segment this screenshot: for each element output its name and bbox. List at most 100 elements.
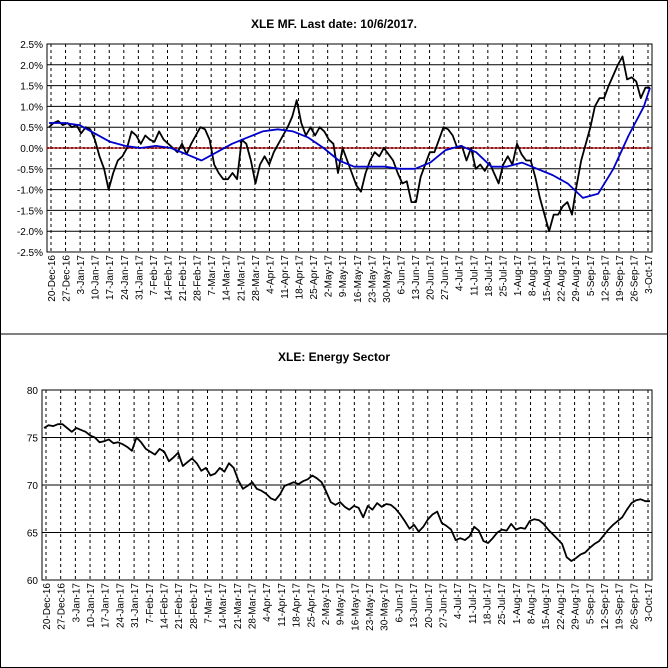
x-tick-label: 21-Mar-17 [236, 255, 247, 302]
x-tick-label: 22-Aug-17 [557, 255, 568, 302]
energy-chart: XLE: Energy Sector 80 75 70 65 60 20-Dec-16 2… [27, 350, 655, 631]
x-tick-label: 21-Feb-17 [174, 583, 185, 630]
x-tick-label: 25-Jul-17 [497, 583, 508, 625]
x-tick-label: 26-Sep-17 [629, 255, 640, 302]
x-tick-label: 28-Mar-17 [248, 583, 259, 630]
x-tick-label: 1-Aug-17 [513, 255, 524, 297]
x-tick-label: 18-Apr-17 [295, 255, 306, 300]
x-tick-label: 15-Aug-17 [541, 583, 552, 630]
x-tick-label: 8-Aug-17 [527, 583, 538, 625]
x-tick-label: 6-Jun-17 [396, 255, 407, 295]
x-tick-label: 25-Apr-17 [306, 583, 317, 628]
x-tick-label: 17-Jan-17 [101, 583, 112, 628]
x-tick-label: 2-May-17 [324, 255, 335, 298]
x-tick-label: 19-Sep-17 [615, 583, 626, 630]
x-tick-label: 15-Aug-17 [542, 255, 553, 302]
x-tick-label: 14-Feb-17 [163, 255, 174, 302]
x-tick-label: 12-Sep-17 [600, 255, 611, 302]
x-tick-label: 18-Jul-17 [484, 255, 495, 297]
x-tick-label: 11-Jul-17 [468, 583, 479, 624]
x-tick-label: 20-Dec-16 [42, 583, 53, 630]
x-tick-label: 27-Jun-17 [440, 255, 451, 300]
x-tick-label: 28-Feb-17 [193, 255, 204, 302]
x-tick-label: 31-Jan-17 [134, 255, 145, 300]
x-tick-label: 4-Jul-17 [453, 583, 464, 620]
mf-chart: XLE MF. Last date: 10/6/2017. 2.5% 2.0% 1.… [17, 17, 655, 303]
x-tick-label: 5-Sep-17 [586, 255, 597, 297]
x-tick-label: 28-Mar-17 [251, 255, 262, 302]
x-tick-label: 27-Dec-16 [57, 583, 68, 630]
x-tick-label: 29-Aug-17 [571, 583, 582, 630]
x-tick-label: 9-May-17 [336, 583, 347, 626]
energy-chart-title: XLE: Energy Sector [278, 350, 390, 364]
x-tick-label: 23-May-17 [365, 583, 376, 631]
x-tick-label: 9-May-17 [338, 255, 349, 298]
x-tick-label: 3-Jan-17 [76, 255, 87, 295]
x-tick-label: 20-Jun-17 [426, 255, 437, 300]
y-tick-label: -0.5% [17, 165, 43, 176]
x-tick-label: 7-Mar-17 [204, 583, 215, 624]
x-tick-label: 5-Sep-17 [585, 583, 596, 625]
x-tick-label: 16-May-17 [353, 255, 364, 303]
x-tick-label: 21-Feb-17 [178, 255, 189, 302]
x-tick-label: 17-Jan-17 [105, 255, 116, 300]
x-tick-label: 25-Jul-17 [498, 255, 509, 297]
y-tick-label: 60 [27, 576, 39, 587]
x-tick-label: 10-Jan-17 [86, 583, 97, 628]
y-tick-label: 0.0% [20, 144, 43, 155]
x-tick-label: 20-Dec-16 [47, 255, 58, 302]
x-tick-label: 4-Apr-17 [265, 255, 276, 294]
y-tick-label: 75 [27, 434, 39, 445]
y-tick-label: -1.0% [17, 186, 43, 197]
x-tick-label: 27-Dec-16 [62, 255, 73, 302]
x-tick-label: 3-Oct-17 [644, 583, 655, 622]
x-tick-label: 20-Jun-17 [424, 583, 435, 628]
x-tick-label: 24-Jan-17 [115, 583, 126, 628]
x-tick-label: 3-Oct-17 [644, 255, 655, 294]
x-tick-label: 2-May-17 [321, 583, 332, 626]
x-tick-label: 3-Jan-17 [71, 583, 82, 623]
x-tick-label: 18-Jul-17 [482, 583, 493, 625]
y-tick-label: 0.5% [20, 123, 43, 134]
y-tick-label: 1.5% [20, 82, 43, 93]
x-tick-label: 11-Apr-17 [280, 255, 291, 299]
x-tick-label: 4-Jul-17 [455, 255, 466, 292]
x-tick-label: 7-Mar-17 [207, 255, 218, 296]
x-tick-label: 12-Sep-17 [600, 583, 611, 630]
mf-chart-title: XLE MF. Last date: 10/6/2017. [251, 17, 417, 31]
x-tick-label: 1-Aug-17 [512, 583, 523, 625]
x-tick-label: 13-Jun-17 [409, 583, 420, 628]
x-tick-label: 13-Jun-17 [411, 255, 422, 300]
y-tick-label: -2.0% [17, 227, 43, 238]
x-tick-label: 8-Aug-17 [528, 255, 539, 297]
x-tick-label: 27-Jun-17 [438, 583, 449, 628]
x-tick-label: 7-Feb-17 [149, 255, 160, 296]
x-tick-label: 25-Apr-17 [309, 255, 320, 300]
x-tick-label: 30-May-17 [380, 583, 391, 631]
x-tick-label: 28-Feb-17 [189, 583, 200, 630]
x-tick-label: 11-Apr-17 [277, 583, 288, 627]
x-tick-label: 14-Mar-17 [218, 583, 229, 630]
x-tick-label: 4-Apr-17 [262, 583, 273, 622]
x-tick-label: 31-Jan-17 [130, 583, 141, 628]
y-tick-label: -2.5% [17, 248, 43, 259]
y-tick-label: 2.0% [20, 61, 43, 72]
x-tick-label: 19-Sep-17 [615, 255, 626, 302]
x-tick-label: 26-Sep-17 [629, 583, 640, 630]
series-line-1 [48, 55, 650, 233]
x-tick-label: 14-Feb-17 [159, 583, 170, 630]
y-tick-label: 2.5% [20, 40, 43, 51]
x-tick-label: 16-May-17 [350, 583, 361, 631]
y-tick-label: 70 [27, 481, 39, 492]
x-tick-label: 7-Feb-17 [145, 583, 156, 624]
x-tick-label: 22-Aug-17 [556, 583, 567, 630]
x-tick-label: 14-Mar-17 [222, 255, 233, 302]
x-tick-label: 23-May-17 [367, 255, 378, 303]
x-tick-label: 11-Jul-17 [469, 255, 480, 296]
x-tick-label: 21-Mar-17 [233, 583, 244, 630]
y-tick-label: 1.0% [20, 102, 43, 113]
series-line-2 [49, 87, 651, 199]
x-tick-label: 18-Apr-17 [292, 583, 303, 628]
x-tick-label: 24-Jan-17 [120, 255, 131, 300]
